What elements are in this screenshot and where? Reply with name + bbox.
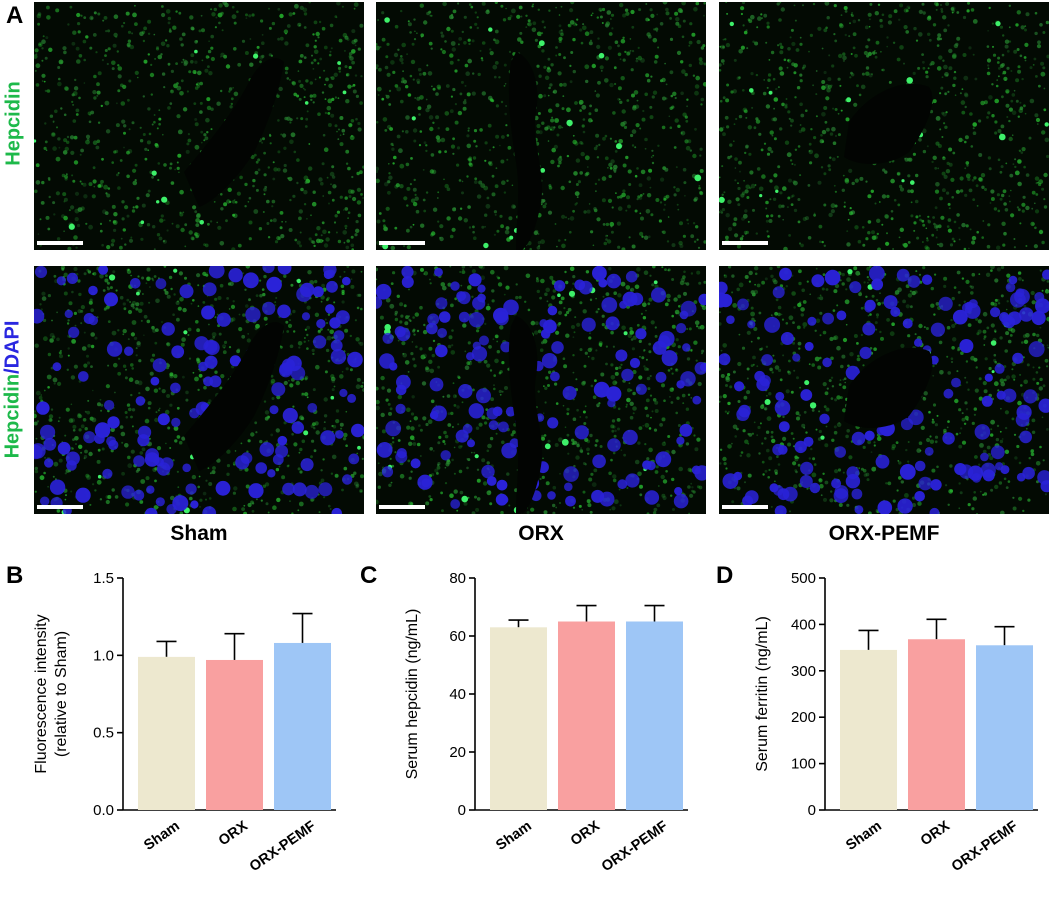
- bar-orx-pemf: [976, 645, 1033, 810]
- y-tick-label: 1.5: [93, 570, 114, 587]
- y-tick-label: 1.0: [93, 647, 114, 664]
- bar-orx: [558, 622, 615, 811]
- chart-b: 0.0 0.5 1.0 1.5 Fluorescence intensity(relat…: [0, 560, 350, 896]
- y-tick-label: 20: [449, 744, 466, 761]
- bar-orx: [206, 660, 263, 810]
- chart-svg: 0 20 40 60 80 Serum hepcidin (ng/mL) Sham ORXOR…: [355, 560, 705, 896]
- category-label: ORX: [216, 818, 251, 849]
- micrograph-sham-hepcidin: [34, 2, 364, 250]
- bar-orx-pemf: [274, 643, 331, 810]
- y-tick-label: 0: [808, 802, 816, 819]
- y-axis-label: Serum ferritin (ng/mL): [754, 616, 771, 772]
- category-label: Sham: [843, 818, 885, 854]
- micrograph-orx-hepcidin: [376, 2, 706, 250]
- micrograph-sham-merge: [34, 266, 364, 514]
- category-label: ORX: [568, 818, 603, 849]
- y-axis-label: Serum hepcidin (ng/mL): [404, 609, 421, 780]
- bar-sham: [840, 650, 897, 810]
- row-label-dapi-part: DAPI: [2, 321, 24, 369]
- group-label-sham: Sham: [99, 522, 299, 546]
- row-label-hepcidin: Hepcidin: [3, 74, 26, 174]
- bar-sham: [490, 627, 547, 810]
- y-tick-label: 0: [458, 802, 466, 819]
- row-label-separator: /: [2, 368, 24, 374]
- micrograph-orx-pemf-hepcidin: [719, 2, 1049, 250]
- category-label: ORX-PEMF: [599, 818, 671, 875]
- chart-d: 0 100 200 300 400 500 Serum ferritin (ng/mL) Sh…: [705, 560, 1052, 896]
- y-tick-label: 60: [449, 628, 466, 645]
- category-label: ORX-PEMF: [247, 818, 319, 875]
- category-label: ORX: [918, 818, 953, 849]
- bar-sham: [138, 657, 195, 810]
- row-label-hepcidin-dapi: Hepcidin/DAPI: [2, 310, 25, 470]
- y-tick-label: 400: [791, 616, 816, 633]
- category-label: ORX-PEMF: [949, 818, 1021, 875]
- y-tick-label: 0.0: [93, 802, 114, 819]
- category-label: Sham: [493, 818, 535, 854]
- chart-svg: 0.0 0.5 1.0 1.5 Fluorescence intensity(relat…: [0, 560, 350, 896]
- bar-orx: [908, 639, 965, 810]
- y-axis-label: Fluorescence intensity: [33, 614, 50, 773]
- y-tick-label: 300: [791, 663, 816, 680]
- row-label-hepcidin-part: Hepcidin: [2, 374, 24, 458]
- y-axis-label-line2: (relative to Sham): [53, 631, 70, 757]
- group-label-orx-pemf: ORX-PEMF: [784, 522, 984, 546]
- bar-orx-pemf: [626, 622, 683, 811]
- y-tick-label: 0.5: [93, 725, 114, 742]
- chart-svg: 0 100 200 300 400 500 Serum ferritin (ng/mL) Sh…: [705, 560, 1052, 896]
- micrograph-orx-merge: [376, 266, 706, 514]
- group-label-orx: ORX: [441, 522, 641, 546]
- y-tick-label: 500: [791, 570, 816, 587]
- y-tick-label: 40: [449, 686, 466, 703]
- micrograph-orx-pemf-merge: [719, 266, 1049, 514]
- y-tick-label: 200: [791, 709, 816, 726]
- y-tick-label: 80: [449, 570, 466, 587]
- category-label: Sham: [141, 818, 183, 854]
- panel-letter-a: A: [6, 2, 23, 30]
- y-tick-label: 100: [791, 756, 816, 773]
